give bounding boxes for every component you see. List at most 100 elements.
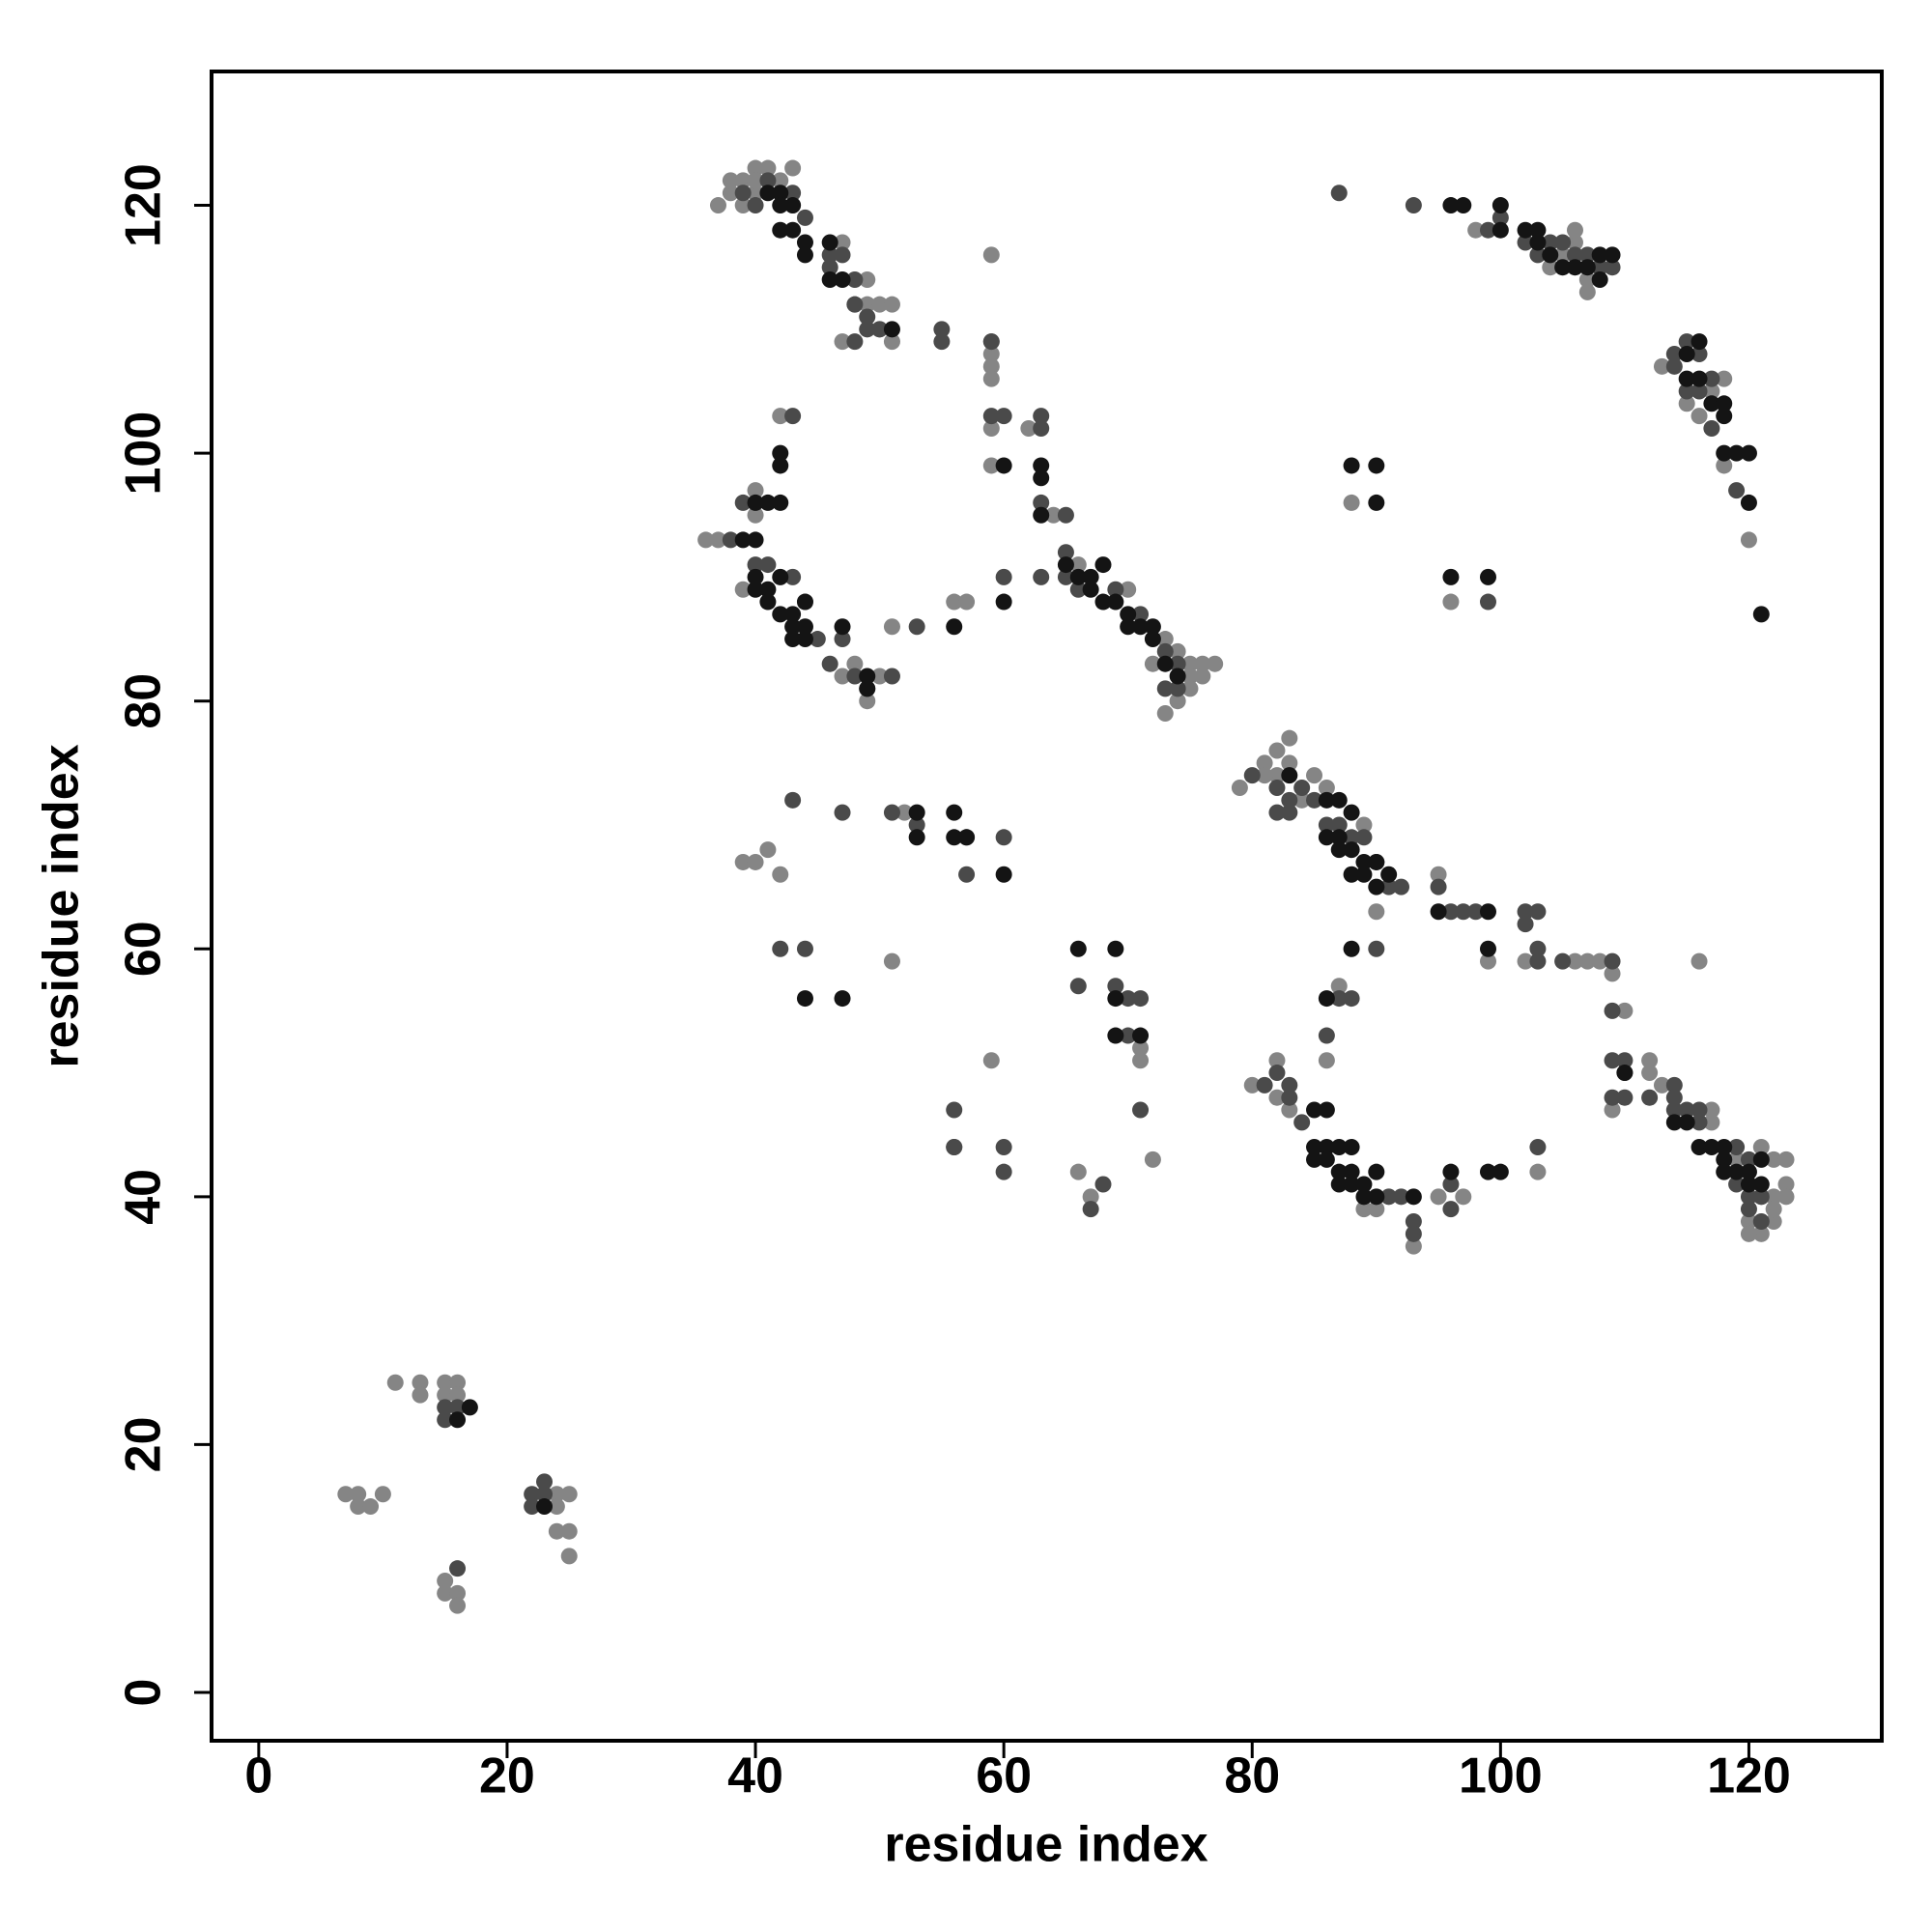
point bbox=[995, 1139, 1012, 1156]
point bbox=[1678, 1114, 1695, 1131]
point bbox=[1442, 1176, 1460, 1193]
point bbox=[1107, 581, 1124, 598]
point bbox=[1716, 1139, 1733, 1156]
point bbox=[946, 1139, 963, 1156]
point bbox=[536, 1473, 554, 1491]
point bbox=[1566, 234, 1583, 251]
point bbox=[982, 370, 1000, 387]
point bbox=[784, 631, 802, 648]
point bbox=[772, 866, 789, 883]
point bbox=[772, 457, 789, 474]
point bbox=[1330, 1163, 1348, 1180]
point bbox=[449, 1399, 467, 1416]
point bbox=[1653, 1076, 1670, 1094]
point bbox=[871, 668, 889, 685]
point bbox=[1728, 1151, 1746, 1168]
point bbox=[1306, 791, 1323, 809]
x-tick-label: 100 bbox=[1459, 1748, 1543, 1804]
point bbox=[1752, 1139, 1770, 1156]
point bbox=[821, 259, 838, 276]
point bbox=[747, 506, 764, 524]
point bbox=[1529, 246, 1547, 264]
point bbox=[1690, 408, 1708, 425]
point bbox=[560, 1548, 578, 1565]
point bbox=[1740, 1163, 1757, 1180]
point bbox=[759, 172, 777, 189]
point bbox=[846, 296, 864, 313]
point bbox=[1281, 767, 1298, 784]
point bbox=[722, 531, 739, 549]
point bbox=[1492, 221, 1509, 239]
point bbox=[946, 829, 963, 846]
point bbox=[1616, 1089, 1634, 1106]
point bbox=[772, 444, 789, 462]
point bbox=[772, 494, 789, 511]
point bbox=[1368, 1201, 1385, 1218]
x-tick-label: 120 bbox=[1707, 1748, 1791, 1804]
point bbox=[1207, 655, 1224, 672]
point bbox=[1368, 903, 1385, 921]
point bbox=[1703, 383, 1720, 400]
point bbox=[1604, 965, 1621, 982]
point bbox=[1653, 357, 1670, 375]
point bbox=[1120, 1027, 1137, 1044]
point bbox=[834, 271, 851, 289]
point bbox=[784, 791, 802, 809]
point bbox=[1716, 395, 1733, 412]
point bbox=[747, 185, 764, 202]
point bbox=[1169, 655, 1186, 672]
point bbox=[1330, 1176, 1348, 1193]
point bbox=[1578, 271, 1596, 289]
point bbox=[1318, 816, 1335, 834]
y-tick-label: 60 bbox=[116, 921, 172, 977]
point bbox=[1181, 680, 1199, 697]
point bbox=[1703, 1114, 1720, 1131]
point bbox=[759, 159, 777, 177]
point bbox=[1442, 1163, 1460, 1180]
point bbox=[784, 185, 802, 202]
point bbox=[1033, 408, 1050, 425]
point bbox=[437, 1411, 454, 1429]
point bbox=[1517, 952, 1534, 970]
point bbox=[1479, 940, 1496, 957]
point bbox=[1107, 940, 1124, 957]
point bbox=[946, 593, 963, 611]
point bbox=[1033, 419, 1050, 437]
point bbox=[1467, 221, 1485, 239]
point bbox=[1703, 1139, 1720, 1156]
point bbox=[772, 408, 789, 425]
point bbox=[759, 581, 777, 598]
point bbox=[1318, 829, 1335, 846]
point bbox=[1641, 1065, 1659, 1082]
point bbox=[1281, 729, 1298, 747]
point bbox=[1069, 581, 1087, 598]
point bbox=[908, 618, 925, 636]
point bbox=[982, 345, 1000, 362]
point bbox=[1740, 1176, 1757, 1193]
point bbox=[1156, 655, 1174, 672]
point bbox=[1578, 259, 1596, 276]
point bbox=[734, 531, 752, 549]
y-axis-label: residue index bbox=[34, 744, 90, 1067]
point bbox=[1616, 1052, 1634, 1069]
point bbox=[1281, 754, 1298, 772]
point bbox=[1517, 916, 1534, 933]
point bbox=[1678, 1101, 1695, 1119]
point bbox=[1120, 606, 1137, 623]
point bbox=[1777, 1176, 1795, 1193]
point bbox=[1665, 1114, 1683, 1131]
point bbox=[1703, 419, 1720, 437]
point bbox=[1690, 1101, 1708, 1119]
point bbox=[1690, 1139, 1708, 1156]
point bbox=[772, 172, 789, 189]
point bbox=[1752, 1225, 1770, 1242]
point bbox=[933, 321, 951, 338]
point bbox=[1578, 283, 1596, 300]
point bbox=[1082, 581, 1099, 598]
point bbox=[1393, 1188, 1410, 1206]
point bbox=[1343, 1139, 1360, 1156]
point bbox=[1343, 1163, 1360, 1180]
point bbox=[1181, 668, 1199, 685]
point bbox=[1343, 1176, 1360, 1193]
point bbox=[982, 333, 1000, 351]
